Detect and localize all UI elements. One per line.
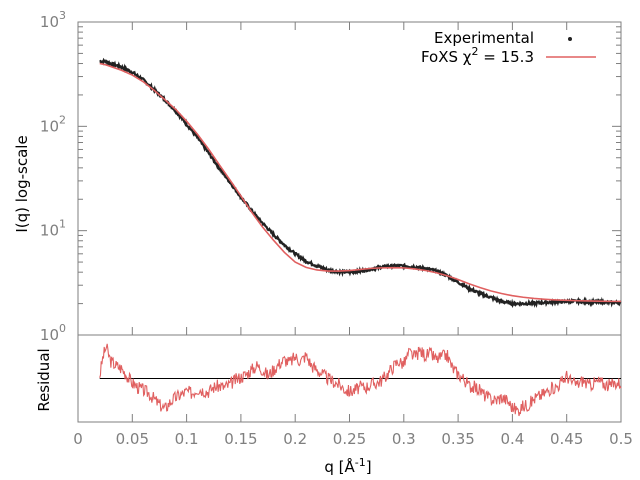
- y-tick-label: 100: [40, 322, 66, 344]
- x-tick-label: 0: [73, 430, 83, 448]
- x-axis-label: q [Å-1]: [324, 456, 371, 476]
- residual-axis-label: Residual: [35, 348, 53, 411]
- y-tick-label: 101: [40, 218, 66, 240]
- x-tick-label: 0.4: [500, 430, 524, 448]
- legend-marker-experimental: [568, 37, 572, 41]
- series-experimental: [99, 57, 622, 309]
- x-tick-label: 0.25: [333, 430, 366, 448]
- legend-label-foxs: FoXS χ2 = 15.3: [421, 45, 534, 66]
- legend-label-experimental: Experimental: [434, 29, 534, 47]
- series-foxs: [99, 62, 621, 303]
- y-axis-label: I(q) log-scale: [13, 135, 31, 232]
- x-axis-label-sup: -1: [355, 456, 366, 469]
- y-tick-label: 103: [40, 9, 66, 31]
- x-tick-label: 0.35: [441, 430, 474, 448]
- x-tick-label: 0.3: [392, 430, 416, 448]
- series-residual: [99, 343, 622, 417]
- x-tick-label: 0.2: [283, 430, 307, 448]
- x-axis-label-main: q [Å: [324, 457, 355, 476]
- y-tick-label: 102: [40, 113, 66, 135]
- x-tick-label: 0.45: [550, 430, 583, 448]
- x-tick-label: 0.1: [175, 430, 199, 448]
- residual-panel: 0 0.05 0.1 0.15 0.2 0.25 0.3 0.35 0.4 0.45 0.5: [73, 334, 633, 448]
- x-tick-label: 0.5: [609, 430, 633, 448]
- x-tick-label: 0.05: [116, 430, 149, 448]
- main-frame: [77, 21, 622, 336]
- x-axis-label-end: ]: [366, 458, 372, 476]
- x-tick-label: 0.15: [224, 430, 257, 448]
